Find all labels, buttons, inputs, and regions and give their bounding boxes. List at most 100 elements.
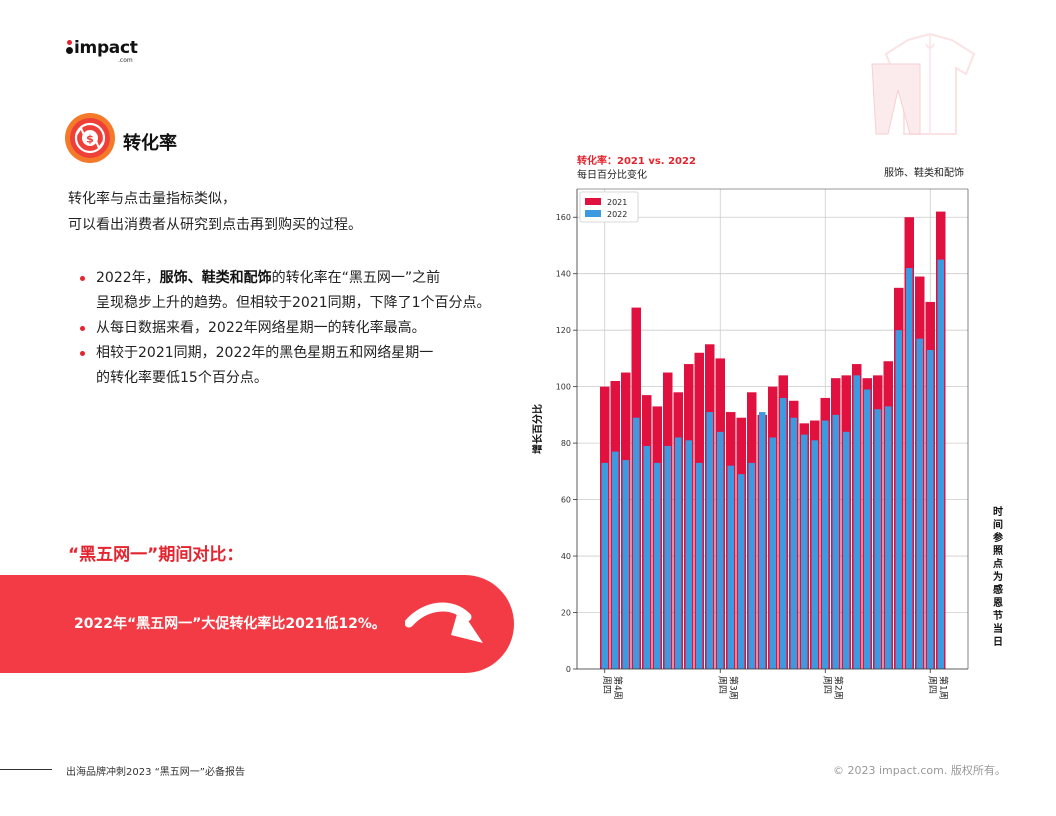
footer-copyright: © 2023 impact.com. 版权所有。: [833, 764, 1006, 777]
footer-report-title: 出海品牌冲刺2023 “黑五网一”必备报告: [66, 767, 245, 778]
x-tick-label: 周四 第1周: [926, 676, 949, 700]
intro-text: 转化率与点击量指标类似， 可以看出消费者从研究到点击再到购买的过程。: [68, 186, 362, 238]
bar-2022: [717, 431, 724, 669]
svg-text:$: $: [86, 133, 94, 146]
bar-2022: [738, 474, 745, 669]
clothing-watermark-icon: [871, 32, 976, 135]
bar-2022: [696, 462, 703, 669]
bar-2022: [643, 445, 650, 669]
y-tick-label: 100: [556, 383, 571, 392]
intro-line-1: 转化率与点击量指标类似，: [68, 191, 236, 207]
y-axis-label: 增长百分比: [531, 404, 544, 454]
chart-title: 转化率：2021 vs. 2022: [577, 156, 696, 167]
bar-2022: [769, 437, 776, 669]
list-item: 2022年，服饰、鞋类和配饰的转化率在“黑五网一”之前 呈现稳步上升的趋势。但相…: [78, 266, 518, 316]
x-axis-label-char: 时: [993, 505, 1003, 518]
highlight-banner: 2022年“黑五网一”大促转化率比2021低12%。: [0, 575, 514, 673]
logo-text: impact: [74, 38, 138, 58]
bar-2022: [864, 389, 871, 669]
y-tick-label: 40: [561, 552, 571, 561]
bullet-1-line-2: 呈现稳步上升的趋势。但相较于2021同期，下降了1个百分点。: [96, 295, 491, 311]
bar-2022: [675, 437, 682, 669]
x-tick-label-line1: 周四: [716, 676, 727, 694]
bullet-1-category: 服饰、鞋类和配饰: [159, 270, 272, 286]
y-tick-label: 160: [556, 213, 571, 222]
legend-label: 2022: [607, 210, 627, 219]
bar-2022: [885, 406, 892, 669]
y-tick-label: 80: [561, 439, 571, 448]
logo-mark-icon: [66, 38, 74, 58]
section-title: 转化率: [123, 133, 177, 154]
bar-2022: [906, 268, 913, 669]
bar-2022: [895, 330, 902, 669]
x-axis-label-char: 点: [993, 557, 1003, 570]
x-tick-label-line1: 周四: [926, 676, 937, 694]
bar-2022: [916, 338, 923, 669]
legend-swatch: [585, 198, 601, 205]
bar-2022: [927, 349, 934, 669]
x-tick-label-line2: 第3周: [727, 676, 739, 700]
chart-category-label: 服饰、鞋类和配饰: [884, 168, 964, 179]
x-tick-label-line2: 第1周: [937, 676, 949, 700]
x-axis-label-char: 当: [993, 622, 1003, 635]
x-axis-label-char: 为: [993, 570, 1003, 583]
x-tick-label-line1: 周四: [821, 676, 832, 694]
bar-2022: [822, 420, 829, 669]
bar-2022: [874, 409, 881, 669]
footer-divider: [0, 769, 52, 770]
x-tick-label-line1: 周四: [601, 676, 612, 694]
logo-subtext: .com: [118, 57, 133, 64]
legend-swatch: [585, 210, 601, 217]
x-tick-label: 周四 第2周: [821, 676, 844, 700]
y-tick-label: 140: [556, 270, 571, 279]
x-axis-label-char: 间: [993, 518, 1003, 531]
chart-subtitle: 每日百分比变化: [577, 170, 647, 181]
x-tick-label-line2: 第2周: [832, 676, 844, 700]
bar-2022: [612, 451, 619, 669]
list-item: 从每日数据来看，2022年网络星期一的转化率最高。: [78, 316, 518, 341]
bar-2022: [622, 460, 629, 669]
bar-2022: [654, 462, 661, 669]
bar-2022: [780, 397, 787, 669]
conversion-rate-icon: $: [65, 113, 115, 163]
legend-label: 2021: [607, 198, 627, 207]
impact-logo: impact .com: [66, 38, 138, 64]
y-tick-label: 120: [556, 326, 571, 335]
y-tick-label: 20: [561, 609, 571, 618]
bar-2022: [601, 462, 608, 669]
bar-2022: [937, 259, 944, 669]
bar-2022: [832, 414, 839, 669]
bar-2022: [811, 440, 818, 669]
bar-2022: [727, 465, 734, 669]
bar-2022: [759, 412, 766, 669]
bar-2022: [853, 375, 860, 669]
bar-2022: [843, 431, 850, 669]
x-axis-label-char: 日: [993, 636, 1003, 648]
x-tick-label: 周四 第3周: [716, 676, 739, 700]
bar-2022: [790, 417, 797, 669]
bar-2022: [706, 412, 713, 669]
x-axis-label-char: 节: [993, 609, 1003, 622]
x-axis-label-char: 感: [993, 583, 1003, 596]
curved-arrow-icon: [405, 602, 483, 643]
bullet-1-prefix: 2022年，: [96, 270, 160, 286]
x-tick-label-line2: 第4周: [612, 676, 624, 700]
bullet-3-line-1: 相较于2021同期，2022年的黑色星期五和网络星期一: [96, 345, 434, 361]
bullet-1-suffix: 的转化率在“黑五网一”之前: [271, 270, 441, 286]
bar-2022: [748, 462, 755, 669]
bar-2022: [664, 445, 671, 669]
list-item: 相较于2021同期，2022年的黑色星期五和网络星期一 的转化率要低15个百分点…: [78, 341, 518, 391]
x-axis-label-char: 照: [993, 545, 1003, 557]
x-axis-label-char: 恩: [993, 597, 1003, 609]
bullet-3-line-2: 的转化率要低15个百分点。: [96, 370, 268, 386]
banner-text: 2022年“黑五网一”大促转化率比2021低12%。: [74, 616, 386, 632]
intro-line-2: 可以看出消费者从研究到点击再到购买的过程。: [68, 217, 362, 233]
bar-2022: [633, 417, 640, 669]
y-tick-label: 60: [561, 496, 571, 505]
x-tick-label: 周四 第4周: [601, 676, 624, 700]
x-axis-label-char: 参: [993, 531, 1003, 544]
key-findings-list: 2022年，服饰、鞋类和配饰的转化率在“黑五网一”之前 呈现稳步上升的趋势。但相…: [78, 266, 518, 391]
bullet-2-text: 从每日数据来看，2022年网络星期一的转化率最高。: [96, 320, 426, 336]
bar-2022: [801, 434, 808, 669]
